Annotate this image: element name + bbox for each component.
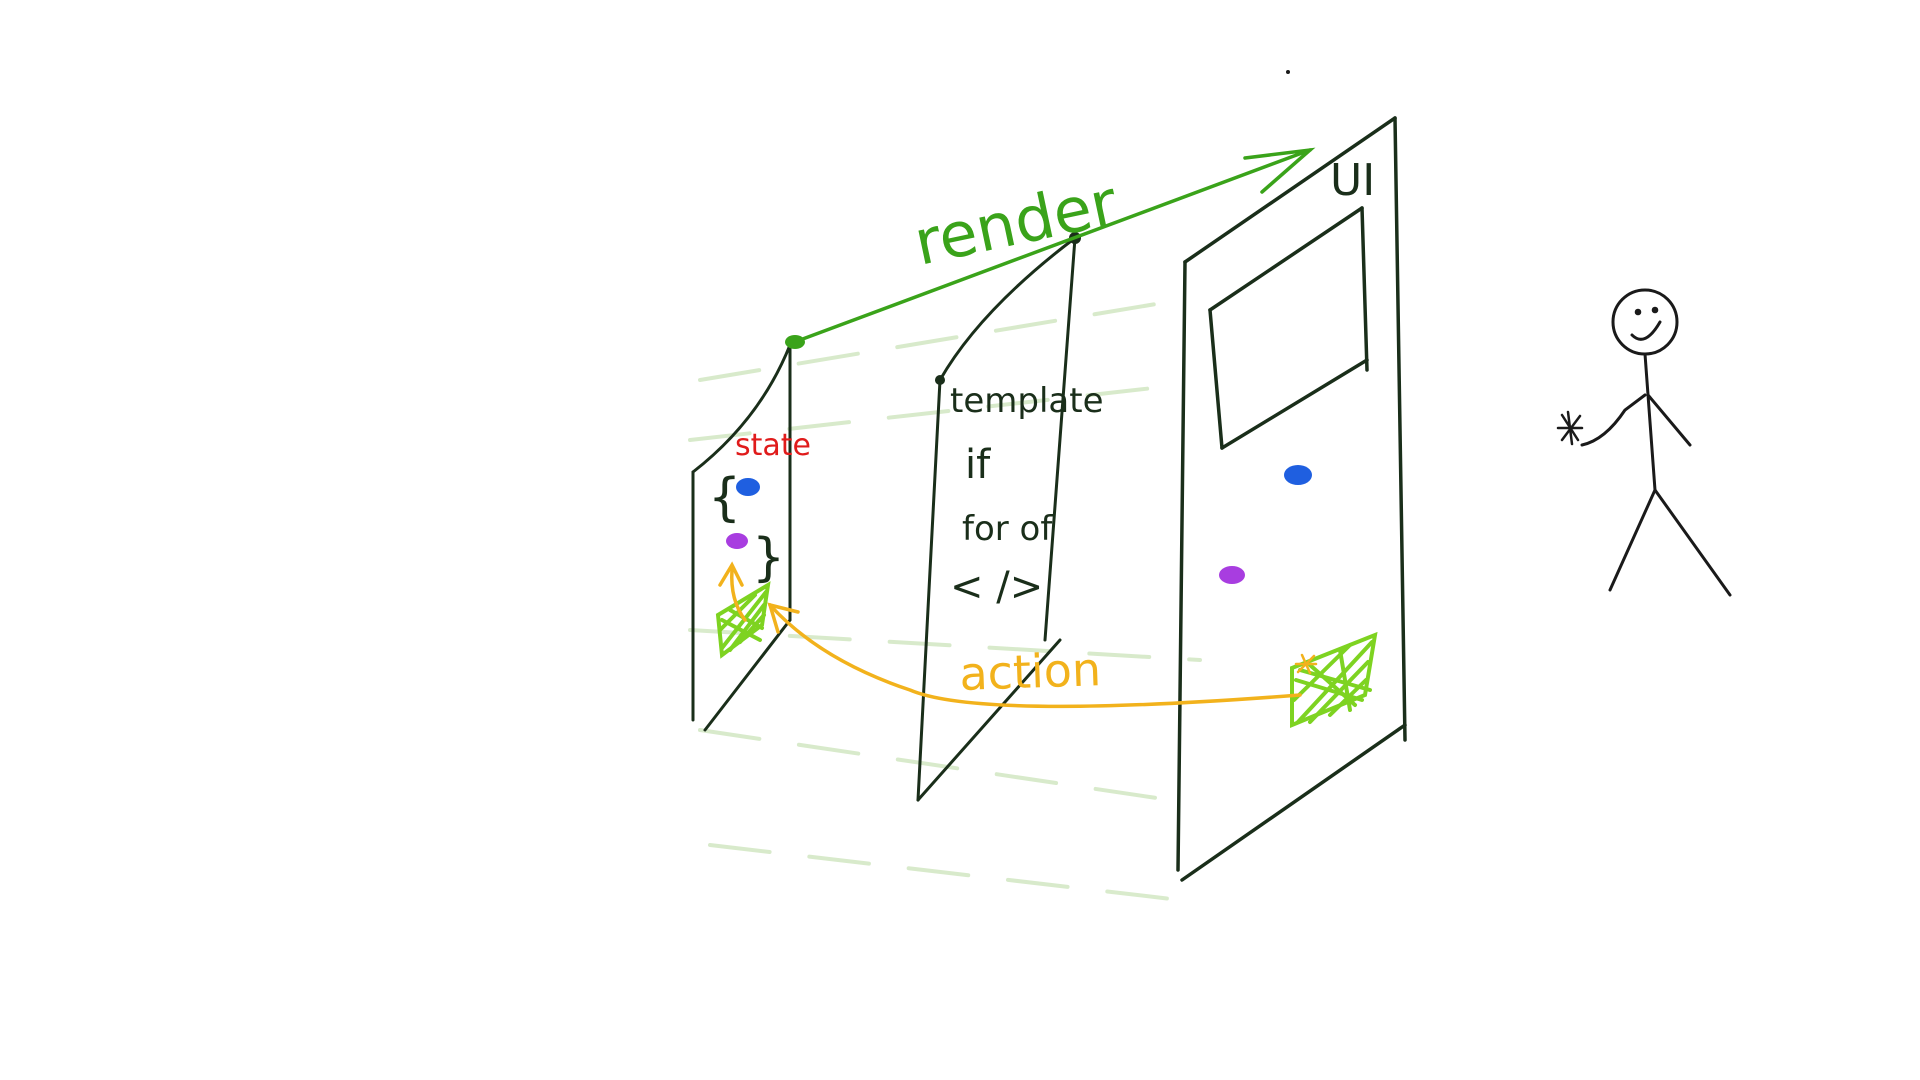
state-panel-anchor-dot	[785, 335, 805, 349]
state-purple-dot	[726, 533, 748, 549]
template-line-if: if	[965, 442, 991, 488]
template-line-for-of: for of	[962, 509, 1053, 549]
template-panel-top-left-dot	[935, 375, 945, 385]
ui-purple-dot	[1219, 566, 1245, 584]
action-label: action	[958, 642, 1101, 701]
render-label: render	[908, 166, 1124, 280]
template-line-template: template	[950, 381, 1103, 421]
state-label: state	[735, 428, 811, 463]
perspective-guides	[688, 298, 1202, 902]
stick-figure-user-icon	[1580, 288, 1732, 597]
click-sparkle-icon	[1294, 653, 1318, 675]
state-blue-dot	[736, 478, 760, 496]
template-panel	[916, 236, 1077, 802]
template-line-tag: < />	[950, 564, 1043, 610]
stray-speck	[1286, 70, 1290, 74]
template-code-lines: template if for of < />	[950, 381, 1103, 610]
render-arrow	[798, 147, 1316, 342]
state-close-brace: }	[752, 528, 785, 588]
ui-green-button-patch	[1290, 631, 1378, 728]
state-panel	[691, 343, 792, 732]
ui-blue-dot	[1284, 465, 1312, 485]
ui-panel	[1176, 116, 1407, 882]
ui-screen-rectangle	[1208, 206, 1369, 450]
ui-label: UI	[1330, 155, 1375, 206]
state-open-brace: {	[708, 468, 741, 528]
action-arrow	[718, 561, 1302, 709]
user-click-sparkle-icon	[1556, 410, 1584, 446]
